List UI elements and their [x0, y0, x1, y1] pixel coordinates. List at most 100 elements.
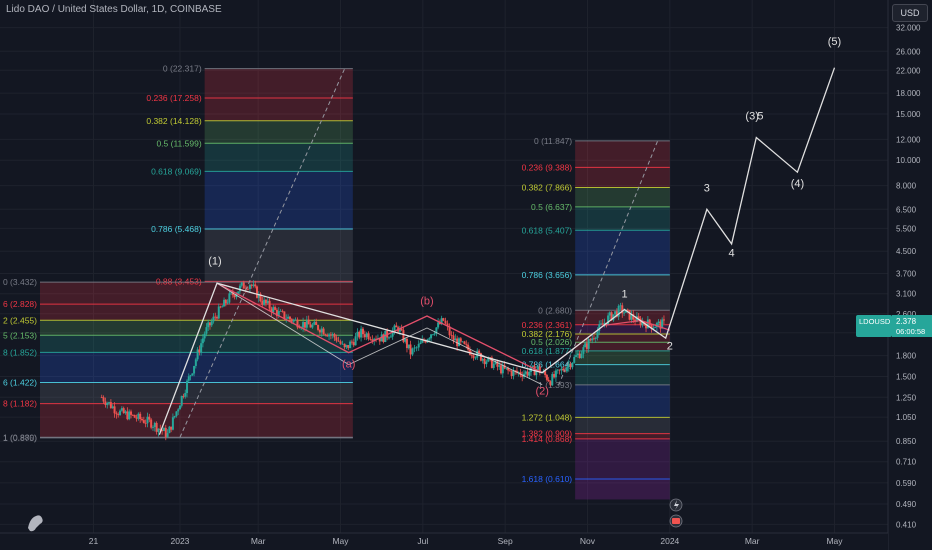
candle-body [111, 406, 114, 409]
fib-zone [575, 324, 670, 335]
candle-body [124, 411, 127, 414]
wave-label: 5 [757, 110, 763, 122]
candle-body [485, 361, 488, 365]
fib-zone [575, 364, 670, 385]
fib-level-label: 0.618 (1.877) [522, 346, 573, 356]
candle-body [318, 329, 321, 333]
candle-body [296, 319, 299, 328]
flash-icon[interactable] [669, 498, 683, 512]
price-tick-label: 0.410 [896, 520, 917, 529]
candle-body [164, 428, 167, 437]
price-axis[interactable]: 0.410 0.490 0.590 0.710 0.850 1.050 1.250 1.500… [887, 0, 932, 550]
candle-body [205, 327, 208, 334]
candle-body [104, 401, 107, 405]
candle-body [281, 310, 284, 312]
price-tick-label: 12.000 [896, 135, 921, 144]
elliott-wave-drawings[interactable]: (1) (a) (b) (2) 1 2 3 4 (3)5 (4) (5) [158, 36, 841, 438]
candle-body [177, 409, 180, 412]
candle-body [135, 417, 138, 419]
fib-zone [40, 304, 353, 321]
time-axis[interactable]: 21 2023 Mar May Jul Sep Nov 2024 Mar May [0, 532, 888, 550]
candle-body [433, 333, 436, 335]
wave-label: (2) [535, 386, 548, 398]
candle-body [395, 325, 398, 328]
fib-level-label: 0.618 (5.407) [522, 225, 573, 235]
candle-body [263, 299, 266, 305]
last-price-tag: LDOUSD 2.378 06:00:58 [856, 315, 932, 337]
candle-body [424, 340, 427, 343]
candle-body [547, 379, 550, 382]
candle-body [352, 342, 355, 346]
fib-zone [575, 187, 670, 207]
fibonacci-retracements[interactable]: 0 (22.317) 0.236 (17.258) 0.382 (14.128) 0.… [3, 64, 670, 500]
candle-body [279, 310, 282, 312]
candle-body [248, 284, 251, 289]
candle-body [117, 414, 120, 416]
impulse-wave-line[interactable] [158, 67, 836, 435]
price-tick-label: 1.050 [896, 413, 917, 422]
candle-body [266, 300, 269, 304]
fib-level-label: 1 (1.393) [538, 380, 572, 390]
candle-body [440, 318, 443, 325]
fib-trend-dashed-line[interactable] [558, 141, 658, 386]
fib-level-label: 6 (1.422) [3, 378, 37, 388]
candle-body [230, 292, 233, 294]
candle-body [208, 322, 211, 326]
candle-body [610, 312, 613, 321]
candle-body [115, 413, 118, 415]
candle-body [360, 328, 363, 338]
candle-body [623, 312, 626, 314]
candle-body [457, 338, 460, 347]
candle-body [545, 375, 548, 380]
price-tick-label: 10.000 [896, 156, 921, 165]
fib-zone [575, 140, 670, 168]
fib-level-label: 0.382 (7.866) [522, 183, 573, 193]
candle-body [292, 319, 295, 322]
candle-body [661, 319, 664, 329]
fib-level-label: 6 (2.828) [3, 299, 37, 309]
candle-body [320, 328, 323, 333]
price-tick-label: 0.490 [896, 500, 917, 509]
candle-body [589, 339, 592, 341]
candle-body [585, 343, 588, 349]
candle-body [210, 321, 213, 326]
fib-level-label: 1.618 (0.610) [522, 474, 573, 484]
candle-body [402, 330, 405, 342]
candle-body [298, 327, 301, 329]
candle-body [270, 308, 273, 313]
candle-body [228, 293, 231, 303]
candle-body [315, 321, 318, 326]
candle-body [350, 341, 353, 343]
fib-level-label: 0.236 (2.361) [522, 320, 573, 330]
wave-label: (4) [791, 178, 804, 190]
candle-body [137, 413, 140, 419]
candle-body [345, 345, 348, 348]
candle-body [630, 314, 633, 320]
candle-body [237, 291, 240, 294]
fib-trend-dashed-line[interactable] [179, 68, 346, 438]
candle-body [144, 422, 147, 424]
candle-body [472, 355, 475, 358]
price-tick-label: 26.000 [896, 47, 921, 56]
time-axis-background [0, 533, 888, 550]
corrective-wave-line[interactable] [216, 282, 543, 374]
candle-body [126, 411, 129, 420]
time-tick-label: 2023 [171, 536, 190, 546]
wave-label: (a) [342, 359, 355, 371]
candle-body [254, 284, 257, 287]
fib-zone [575, 384, 670, 418]
candle-body [193, 365, 196, 374]
candle-body [598, 324, 601, 331]
event-flag-icon[interactable] [669, 514, 683, 528]
candle-body [417, 344, 420, 348]
fib-zone [575, 342, 670, 351]
chart-title: Lido DAO / United States Dollar, 1D, COI… [6, 4, 222, 15]
candle-body [341, 343, 344, 345]
currency-button[interactable]: USD [892, 4, 928, 22]
time-tick-label: 21 [89, 536, 99, 546]
candle-body [393, 325, 396, 331]
candle-body [166, 433, 169, 437]
candle-body [196, 349, 199, 360]
